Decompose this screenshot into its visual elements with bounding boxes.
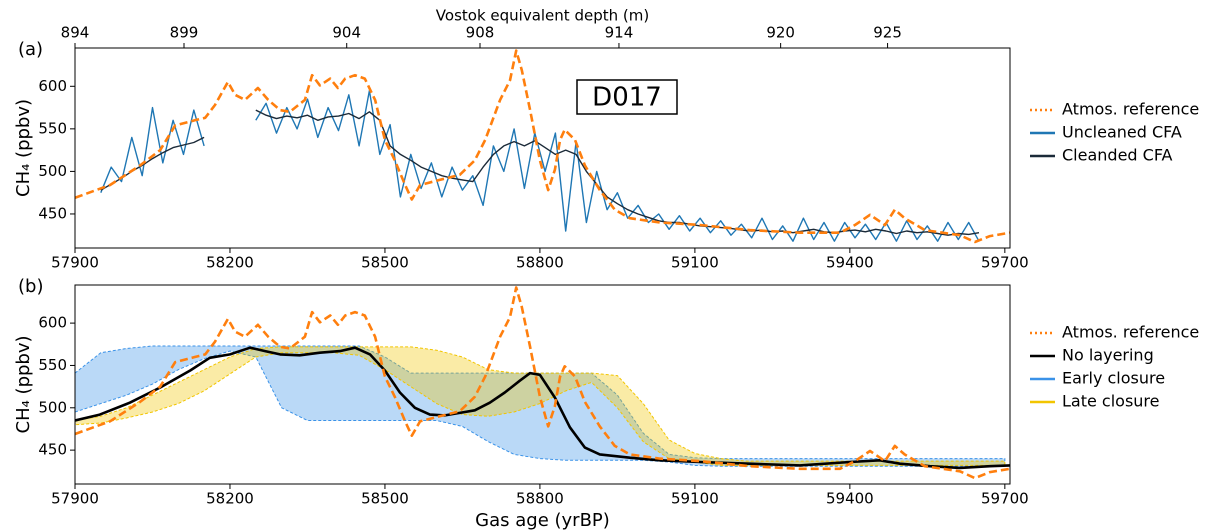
x2-tick-label: 894 [61,24,90,42]
legend-label: Atmos. reference [1062,100,1199,119]
y-tick-label: 450 [38,204,67,222]
x-tick-label: 58800 [516,490,564,508]
line [100,89,980,242]
x-tick-label: 58500 [361,490,409,508]
x-tick-label: 59100 [671,490,719,508]
x2-tick-label: 908 [466,24,495,42]
y-tick-label: 600 [38,314,67,332]
legend-label: Atmos. reference [1062,323,1199,342]
x-axis-title: Gas age (yrBP) [475,510,610,531]
x-tick-label: 57900 [51,254,99,272]
plot-area [75,49,1010,244]
line [75,49,1010,244]
x2-tick-label: 920 [766,24,795,42]
x2-tick-label: 899 [170,24,199,42]
line [100,109,980,236]
line [75,286,1010,480]
legend-label: Late closure [1062,392,1160,411]
x2-axis-title: Vostok equivalent depth (m) [436,7,649,25]
y-axis-title: CH₄ (ppbv) [13,99,34,197]
x2-tick-label: 904 [332,24,361,42]
band [75,345,1006,467]
panel-label: (a) [18,39,43,60]
x-tick-label: 59700 [981,490,1029,508]
y-tick-label: 550 [38,356,67,374]
y-tick-label: 550 [38,119,67,137]
x-tick-label: 59400 [826,254,874,272]
line [75,346,1010,470]
x2-tick-label: 925 [873,24,902,42]
legend-label: Uncleaned CFA [1062,123,1182,142]
y-axis-title: CH₄ (ppbv) [13,335,34,433]
plot-area [75,286,1010,480]
panel-label: (b) [18,276,43,297]
x-tick-label: 58500 [361,254,409,272]
legend-label: Early closure [1062,369,1165,388]
y-tick-label: 600 [38,77,67,95]
plot-frame [74,284,1011,485]
y-tick-label: 450 [38,441,67,459]
legend-label: No layering [1062,346,1154,365]
y-tick-label: 500 [38,162,67,180]
plot-frame [74,47,1011,249]
x-tick-label: 58200 [206,490,254,508]
legend-label: Cleanded CFA [1062,146,1173,165]
x-tick-label: 58800 [516,254,564,272]
y-tick-label: 500 [38,398,67,416]
annotation: D017 [592,83,662,113]
x-tick-label: 57900 [51,490,99,508]
x-tick-label: 59700 [981,254,1029,272]
annotation-box [576,79,678,115]
x-tick-label: 58200 [206,254,254,272]
x-tick-label: 59100 [671,254,719,272]
x2-tick-label: 914 [605,24,634,42]
x-tick-label: 59400 [826,490,874,508]
